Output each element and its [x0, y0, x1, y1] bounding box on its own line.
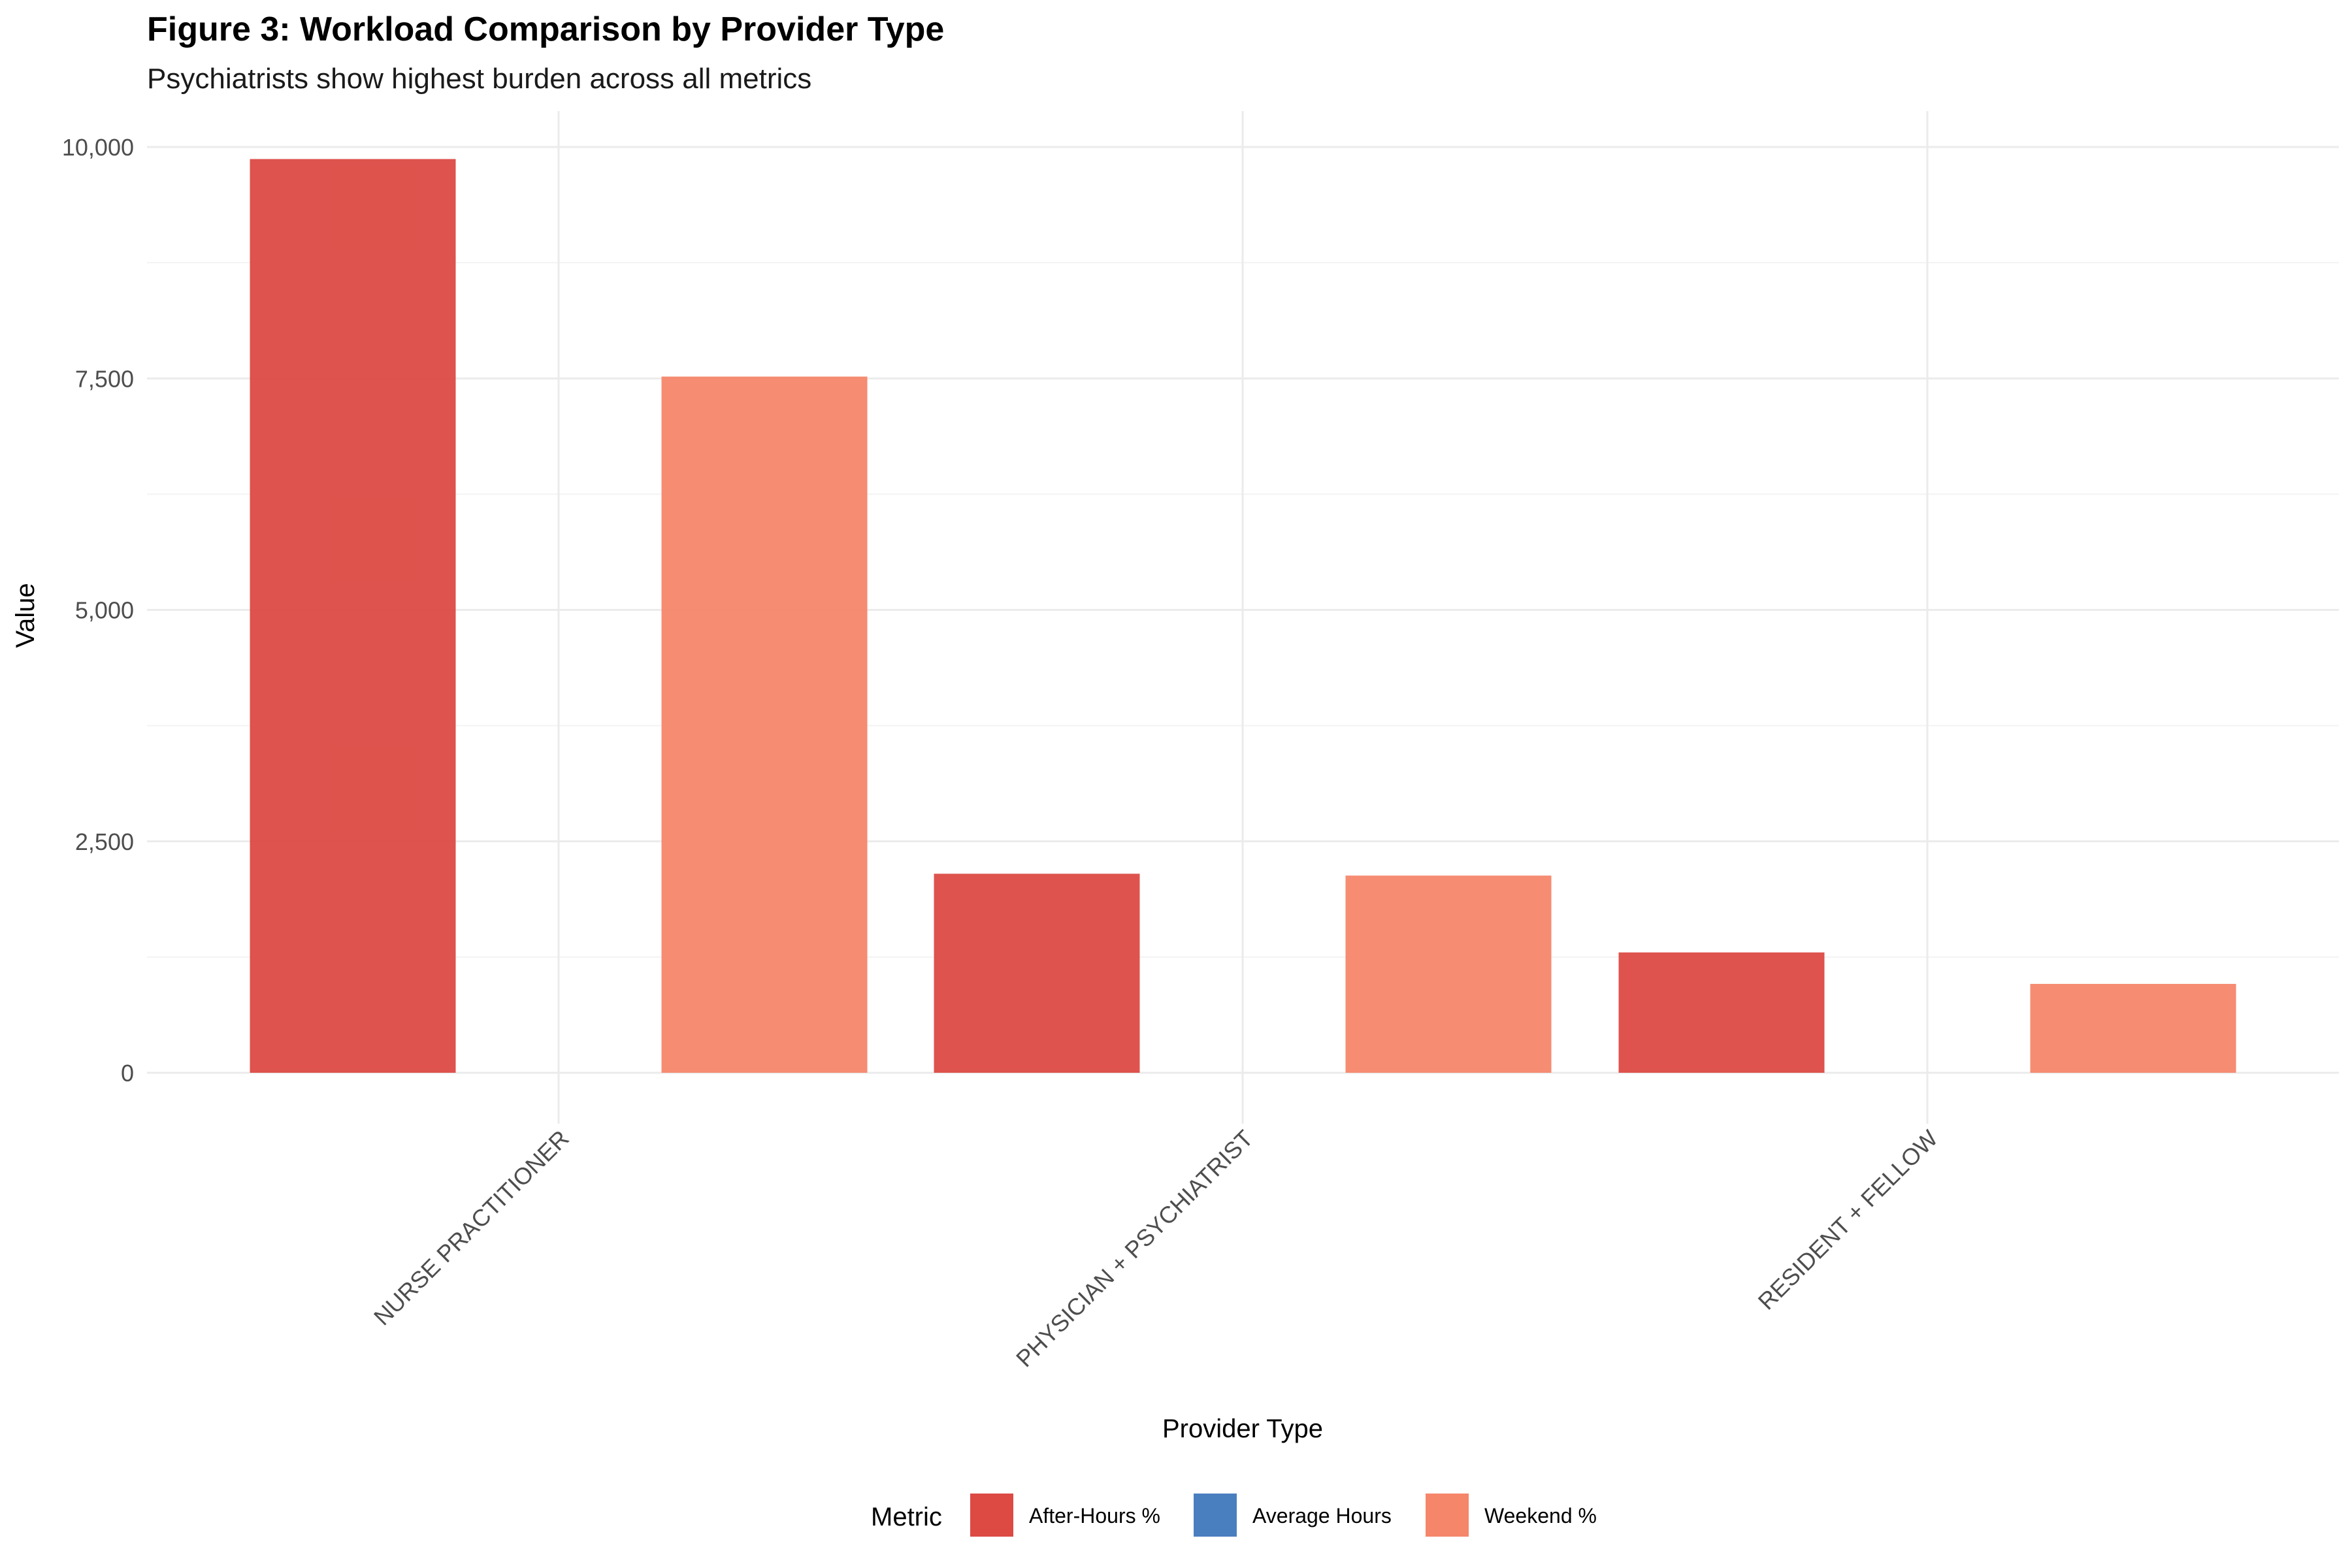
chart-title: Figure 3: Workload Comparison by Provide…	[147, 10, 944, 48]
y-tick-label: 5,000	[75, 597, 134, 624]
y-tick-label: 10,000	[62, 134, 134, 161]
legend: Metric After-Hours % Average Hours Weekend…	[871, 1494, 1597, 1537]
legend-key-weekend-	[1426, 1494, 1469, 1537]
legend-key-average-hours	[1194, 1494, 1237, 1537]
bar-after-hours--2	[1618, 952, 1825, 1073]
chart-subtitle: Psychiatrists show highest burden across…	[147, 63, 811, 95]
legend-key-after-hours-	[970, 1494, 1013, 1537]
bar-weekend--2	[2030, 983, 2236, 1073]
legend-label: After-Hours %	[1029, 1504, 1160, 1527]
y-tick-label: 0	[121, 1060, 134, 1086]
bar-after-hours--0	[250, 159, 456, 1073]
x-axis-title: Provider Type	[1162, 1414, 1323, 1443]
y-axis-ticks: 0 2,500 5,000 7,500 10,000	[62, 134, 134, 1086]
legend-label: Average Hours	[1252, 1504, 1392, 1527]
bar-weekend--1	[1345, 875, 1552, 1073]
x-tick-label: NURSE PRACTITIONER	[368, 1125, 574, 1331]
x-tick-label: PHYSICIAN + PSYCHIATRIST	[1011, 1125, 1258, 1373]
bars	[250, 159, 2236, 1073]
y-axis-title: Value	[11, 583, 40, 647]
legend-label: Weekend %	[1484, 1504, 1597, 1527]
legend-title: Metric	[871, 1503, 942, 1531]
grid	[147, 111, 2339, 1124]
x-tick-label: RESIDENT + FELLOW	[1753, 1125, 1943, 1315]
y-tick-label: 2,500	[75, 828, 134, 855]
bar-weekend--0	[661, 376, 868, 1073]
y-tick-label: 7,500	[75, 365, 134, 392]
x-axis-ticks: NURSE PRACTITIONER PHYSICIAN + PSYCHIATRI…	[368, 1125, 1943, 1373]
bar-after-hours--1	[934, 874, 1140, 1073]
